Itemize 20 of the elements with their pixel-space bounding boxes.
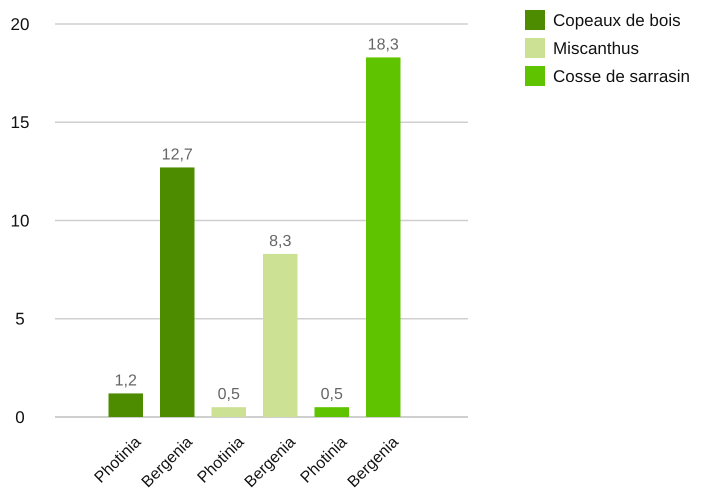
data-label: 0,5 <box>218 386 240 404</box>
data-label: 8,3 <box>269 232 292 250</box>
bar <box>366 57 400 417</box>
y-tick-label: 0 <box>15 408 25 427</box>
bar <box>211 407 246 417</box>
y-tick-label: 20 <box>10 14 30 34</box>
bar <box>314 407 349 417</box>
data-label: 18,3 <box>368 36 399 54</box>
data-label: 12,7 <box>162 146 193 164</box>
legend-label: Cosse de sarrasin <box>553 66 690 86</box>
y-tick-label: 5 <box>15 310 25 329</box>
legend-label: Miscanthus <box>553 38 639 58</box>
bar <box>108 393 143 417</box>
y-tick-label: 15 <box>10 113 30 132</box>
legend-label: Copeaux de bois <box>553 10 681 30</box>
bar <box>160 167 194 417</box>
bar <box>262 254 298 417</box>
data-label: 1,2 <box>114 372 137 390</box>
data-label: 0,5 <box>320 386 343 404</box>
y-tick-label: 10 <box>10 211 30 230</box>
